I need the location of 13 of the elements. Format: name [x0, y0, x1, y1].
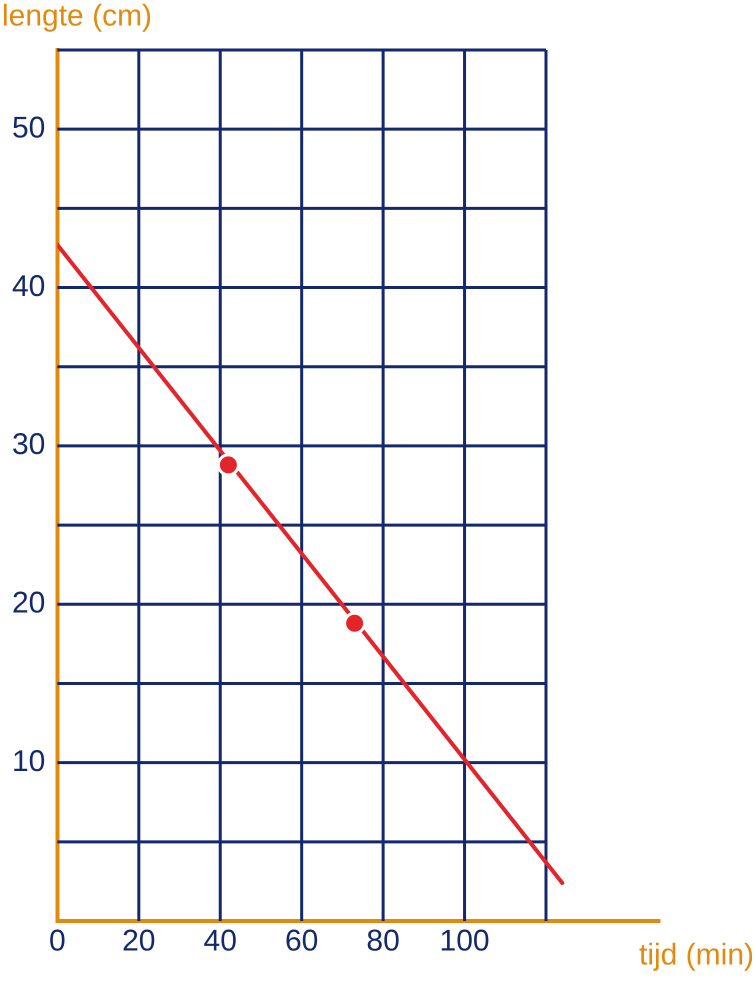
x-axis-title: tijd (min) [638, 938, 754, 972]
y-tick-label: 50 [12, 111, 46, 144]
x-tick-label: 40 [204, 924, 237, 958]
y-tick-label: 30 [12, 428, 46, 462]
x-tick-label: 100 [440, 924, 490, 958]
x-tick-label: 60 [284, 924, 318, 958]
x-tick-label: 20 [122, 924, 156, 958]
y-tick-label: 10 [12, 744, 46, 778]
y-tick-label: 40 [12, 270, 46, 303]
x-tick-label: 0 [49, 924, 66, 958]
x-tick-label: 80 [366, 924, 400, 958]
y-tick-label: 20 [12, 586, 46, 620]
y-axis-title: lengte (cm) [2, 0, 152, 32]
